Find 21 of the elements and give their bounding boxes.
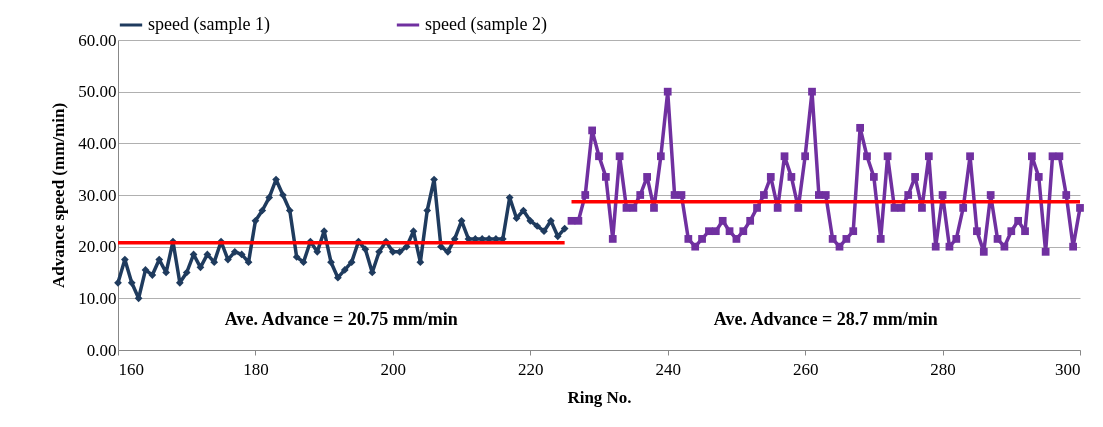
annotation: Ave. Advance = 20.75 mm/min — [224, 309, 458, 329]
y-tick-label: 40.00 — [78, 133, 117, 153]
x-tick-label: 280 — [930, 359, 956, 379]
legend-label: speed (sample 1) — [148, 14, 270, 35]
x-tick-label: 200 — [380, 359, 407, 379]
y-tick-label: 20.00 — [78, 237, 117, 257]
x-tick-label: 300 — [1055, 359, 1081, 379]
y-tick-label: 10.00 — [78, 288, 117, 308]
x-tick-label: 220 — [518, 359, 544, 379]
x-tick-label: 240 — [655, 359, 681, 379]
y-tick-label: 0.00 — [86, 340, 117, 360]
y-tick-label: 50.00 — [78, 82, 117, 102]
annotation: Ave. Advance = 28.7 mm/min — [713, 309, 938, 329]
y-tick-label: 60.00 — [78, 30, 117, 50]
y-tick-label: 30.00 — [78, 185, 117, 205]
x-tick-label: 260 — [792, 359, 819, 379]
x-axis-title: Ring No. — [567, 387, 632, 407]
x-tick-label: 160 — [118, 359, 144, 379]
x-tick-label: 180 — [243, 359, 269, 379]
legend-label: speed (sample 2) — [425, 14, 547, 35]
y-axis-title: Advance speed (mm/min) — [49, 102, 69, 289]
